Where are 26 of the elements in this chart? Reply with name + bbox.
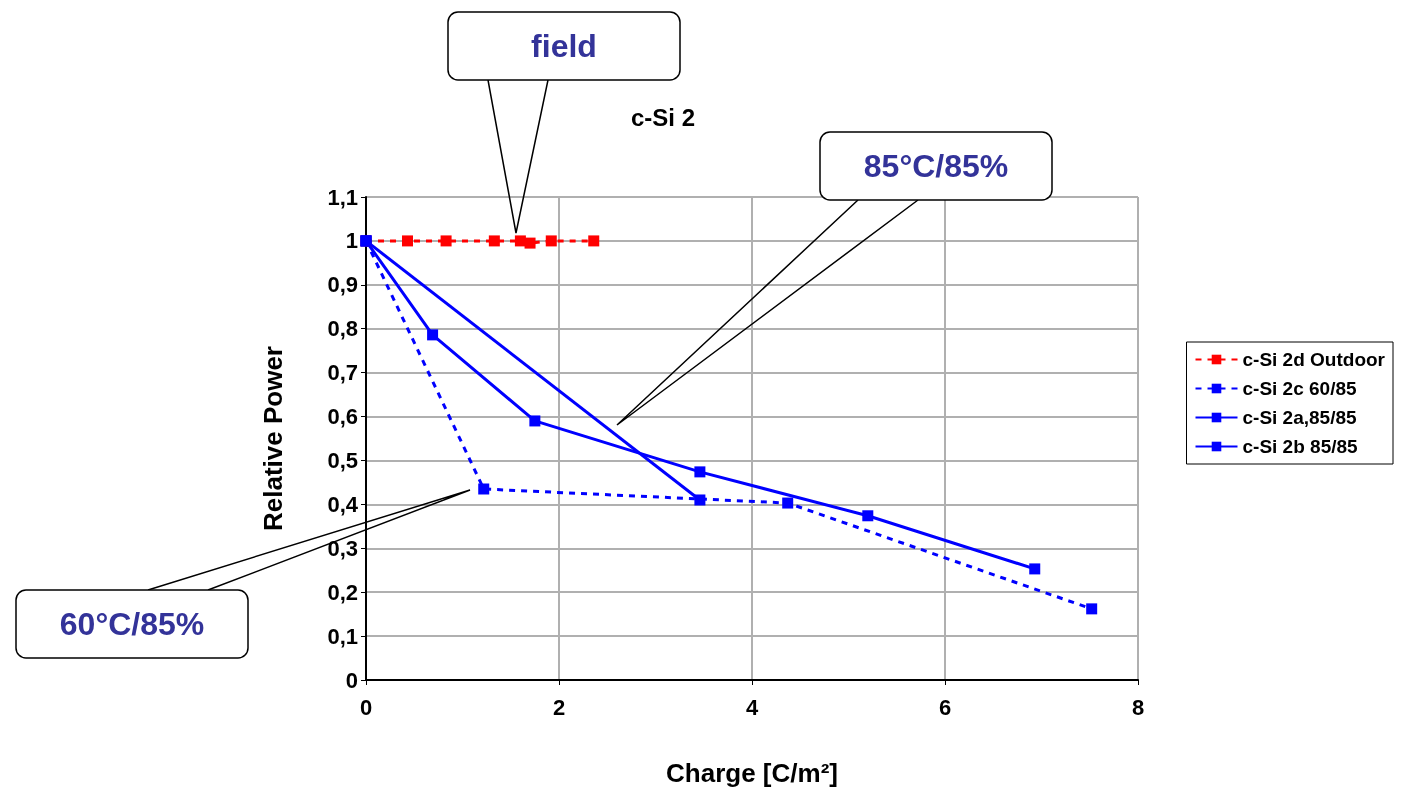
- text: 85°C/85%: [863, 148, 1009, 184]
- text: field: [531, 28, 597, 64]
- x-tick-label: 6: [938, 694, 952, 720]
- y-tick-label: 1,1: [327, 184, 358, 210]
- y-tick-label: 0: [345, 667, 358, 693]
- y-tick-label: 0,7: [327, 360, 358, 386]
- legend-label: c-Si 2d Outdoor: [1242, 349, 1386, 370]
- legend-label: c-Si 2a,85/85: [1242, 407, 1358, 428]
- y-tick-label: 0,4: [327, 491, 359, 517]
- y-tick-label: 0,5: [327, 447, 358, 473]
- y-axis-title: Relative Power: [258, 346, 288, 531]
- y-tick-label: 0,9: [327, 272, 358, 298]
- x-tick-label: 4: [745, 694, 759, 720]
- y-tick-label: 0,6: [327, 404, 358, 430]
- legend-label: c-Si 2b 85/85: [1242, 436, 1359, 457]
- text: 60°C/85%: [59, 606, 205, 642]
- legend-label: c-Si 2c 60/85: [1242, 378, 1358, 399]
- x-tick-label: 2: [552, 694, 566, 720]
- y-tick-label: 0,2: [327, 579, 358, 605]
- x-tick-label: 8: [1131, 694, 1145, 720]
- y-tick-label: 0,1: [327, 623, 358, 649]
- y-tick-label: 0,3: [327, 535, 358, 561]
- y-tick-label: 0,8: [327, 316, 358, 342]
- y-tick-label: 1: [345, 228, 358, 254]
- chart-title: c-Si 2: [630, 103, 696, 131]
- x-axis-title: Charge [C/m²]: [666, 758, 838, 788]
